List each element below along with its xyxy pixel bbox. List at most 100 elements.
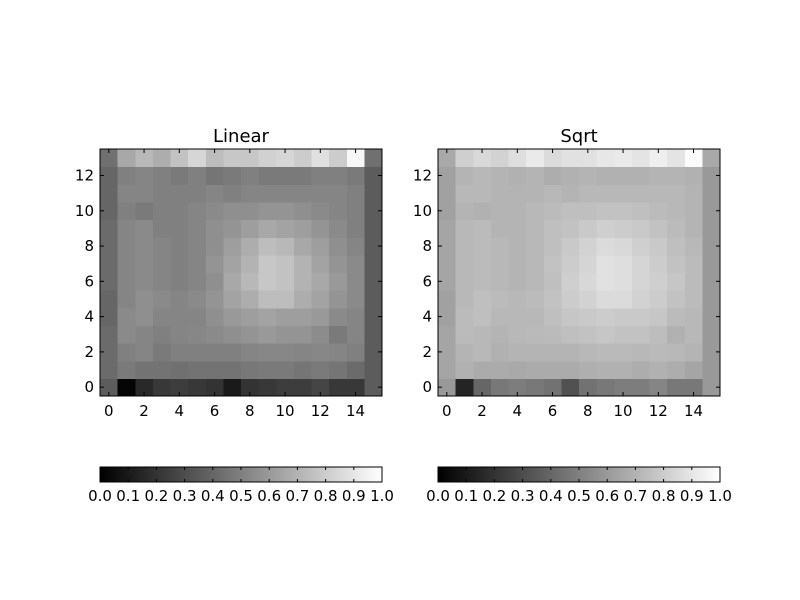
heatmap-cell — [346, 237, 365, 256]
heatmap-cell — [473, 201, 492, 221]
heatmap-cell — [188, 290, 207, 309]
heatmap-cell — [438, 290, 457, 309]
heatmap-cell — [561, 219, 580, 238]
heatmap-cell — [241, 166, 260, 185]
heatmap-cell — [188, 149, 207, 168]
heatmap-cell — [170, 149, 189, 168]
colorbar-tick-label: 1.0 — [370, 487, 394, 505]
y-tick-label: 4 — [84, 308, 94, 326]
heatmap-cell — [223, 272, 242, 291]
x-tick-label: 12 — [311, 402, 330, 420]
heatmap-cell — [614, 219, 633, 238]
heatmap-cell — [170, 343, 189, 362]
heatmap-cell — [152, 325, 172, 344]
heatmap-cell — [455, 166, 474, 185]
heatmap-cell — [258, 272, 277, 291]
heatmap-cell — [364, 201, 383, 221]
y-tick-label: 12 — [75, 166, 94, 184]
heatmap-cell — [329, 360, 348, 379]
heatmap-cell — [258, 149, 277, 168]
heatmap-cell — [702, 254, 721, 274]
heatmap-cell — [152, 272, 172, 291]
colorbar-tick-label: 0.5 — [567, 487, 591, 505]
heatmap-cell — [258, 219, 277, 238]
heatmap-cell — [223, 254, 242, 274]
y-tick-label: 8 — [84, 237, 94, 255]
heatmap-cell — [258, 254, 277, 274]
heatmap-cell — [346, 325, 365, 344]
heatmap-cell — [276, 166, 295, 185]
heatmap-cell — [702, 360, 721, 379]
heatmap-cell — [170, 166, 189, 185]
heatmap-cell — [117, 272, 136, 291]
heatmap-cell — [152, 237, 172, 256]
heatmap-cell — [614, 378, 633, 397]
heatmap-cell — [455, 307, 474, 327]
heatmap-cell — [526, 272, 545, 291]
heatmap-cell — [631, 360, 651, 379]
heatmap-cell — [596, 378, 615, 397]
heatmap-cell — [241, 378, 260, 397]
heatmap-cell — [526, 237, 545, 256]
heatmap-cell — [276, 237, 295, 256]
heatmap-cell — [631, 219, 651, 238]
heatmap-cell — [258, 201, 277, 221]
heatmap-cell — [438, 325, 457, 344]
axes-frame — [99, 148, 383, 397]
heatmap-cell — [293, 272, 313, 291]
heatmap-cell — [117, 149, 136, 168]
heatmap-cell — [188, 343, 207, 362]
heatmap-cell — [135, 360, 154, 379]
heatmap-cell — [667, 184, 686, 203]
heatmap-cell — [526, 360, 545, 379]
heatmap-cell — [100, 272, 119, 291]
heatmap-cell — [241, 272, 260, 291]
heatmap-cell — [667, 307, 686, 327]
heatmap-cell — [311, 325, 330, 344]
heatmap-cell — [667, 219, 686, 238]
heatmap-cell — [241, 254, 260, 274]
heatmap-cell — [117, 378, 136, 397]
heatmap-cell — [490, 343, 510, 362]
heatmap-cell — [614, 307, 633, 327]
heatmap-cell — [100, 184, 119, 203]
heatmap-cell — [293, 201, 313, 221]
y-tick-label: 4 — [422, 308, 432, 326]
heatmap-cell — [684, 149, 703, 168]
heatmap-cell — [241, 219, 260, 238]
heatmap-cell — [188, 219, 207, 238]
heatmap-cell — [311, 219, 330, 238]
heatmap-cell — [135, 325, 154, 344]
colorbar-tick-label: 0.6 — [595, 487, 619, 505]
colorbar-tick-label: 0.1 — [454, 487, 478, 505]
heatmap-cell — [702, 378, 721, 397]
heatmap-cell — [135, 237, 154, 256]
heatmap-cell — [543, 166, 562, 185]
heatmap-cell — [205, 272, 224, 291]
heatmap-cell — [526, 184, 545, 203]
heatmap-cell — [526, 325, 545, 344]
heatmap-cell — [490, 219, 510, 238]
heatmap-cell — [473, 272, 492, 291]
heatmap-cell — [188, 360, 207, 379]
heatmap-cell — [649, 254, 668, 274]
heatmap-cell — [329, 343, 348, 362]
heatmap-cell — [329, 378, 348, 397]
heatmap-cell — [631, 325, 651, 344]
y-tick-label: 2 — [422, 343, 432, 361]
x-tick-label: 2 — [477, 402, 487, 420]
heatmap-cell — [543, 272, 562, 291]
heatmap-cell — [614, 272, 633, 291]
heatmap-cell — [684, 343, 703, 362]
heatmap-cell — [614, 184, 633, 203]
heatmap-cell — [117, 343, 136, 362]
heatmap-cell — [276, 149, 295, 168]
heatmap-cell — [490, 360, 510, 379]
heatmap-cell — [473, 360, 492, 379]
heatmap-cell — [117, 325, 136, 344]
heatmap-cell — [490, 378, 510, 397]
heatmap-cell — [473, 290, 492, 309]
heatmap-cell — [684, 325, 703, 344]
x-tick-label: 10 — [276, 402, 295, 420]
colorbar-tick-label: 0.0 — [88, 487, 112, 505]
